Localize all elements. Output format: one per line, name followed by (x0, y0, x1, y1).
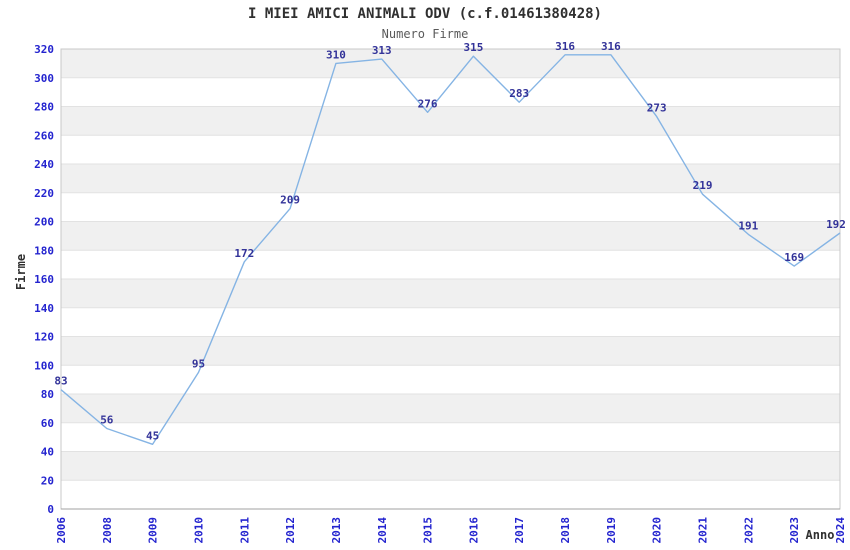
x-tick-label: 2020 (651, 517, 664, 544)
y-tick-label: 260 (34, 129, 54, 142)
data-label: 95 (192, 357, 205, 370)
data-label: 316 (601, 40, 621, 53)
x-tick-label: 2019 (605, 517, 618, 544)
plot-band (61, 422, 840, 452)
y-tick-label: 140 (34, 302, 54, 315)
plot-band (61, 307, 840, 337)
y-tick-label: 180 (34, 244, 54, 257)
x-tick-label: 2009 (147, 517, 160, 544)
x-tick-label: 2006 (55, 517, 68, 544)
data-label: 45 (146, 429, 159, 442)
x-tick-label: 2023 (788, 517, 801, 544)
data-label: 191 (738, 219, 758, 232)
y-tick-label: 60 (41, 417, 54, 430)
x-tick-label: 2015 (422, 517, 435, 544)
y-tick-label: 200 (34, 216, 54, 229)
plot-band (61, 394, 840, 423)
plot-band (61, 49, 840, 78)
x-tick-label: 2008 (101, 517, 114, 544)
x-tick-label: 2022 (742, 517, 755, 544)
plot-band (61, 279, 840, 308)
y-tick-label: 240 (34, 158, 54, 171)
y-tick-label: 280 (34, 101, 54, 114)
x-tick-label: 2010 (192, 517, 205, 544)
y-tick-label: 320 (34, 43, 54, 56)
chart-title: I MIEI AMICI ANIMALI ODV (c.f.0146138042… (247, 6, 602, 22)
y-tick-label: 0 (47, 503, 54, 516)
x-tick-label: 2014 (376, 517, 389, 544)
x-tick-label: 2017 (513, 517, 526, 544)
data-label: 209 (280, 194, 300, 207)
data-label: 315 (463, 41, 483, 54)
plot-band (61, 164, 840, 193)
data-label: 310 (326, 48, 346, 61)
data-label: 192 (826, 218, 846, 231)
y-tick-label: 20 (41, 474, 54, 487)
y-tick-label: 100 (34, 359, 54, 372)
y-tick-label: 300 (34, 72, 54, 85)
chart-subtitle: Numero Firme (381, 27, 469, 41)
plot-band (61, 336, 840, 366)
plot-band (61, 451, 840, 481)
data-label: 316 (555, 40, 575, 53)
x-tick-label: 2018 (559, 517, 572, 544)
plot-band (61, 192, 840, 222)
x-tick-label: 2016 (467, 517, 480, 544)
plot-band (61, 250, 840, 279)
y-tick-label: 220 (34, 187, 54, 200)
data-label: 219 (693, 179, 713, 192)
data-label: 172 (234, 247, 254, 260)
y-tick-label: 80 (41, 388, 54, 401)
data-line (60, 54, 841, 445)
x-tick-label: 2013 (330, 517, 343, 544)
y-tick-label: 120 (34, 331, 54, 344)
y-tick-label: 160 (34, 273, 54, 286)
x-tick-label: 2012 (284, 517, 297, 544)
data-label: 56 (100, 414, 114, 427)
plot-band (61, 480, 840, 509)
x-tick-label: 2021 (697, 517, 710, 544)
data-label: 276 (418, 97, 438, 110)
plot-band (61, 77, 840, 107)
data-label: 313 (372, 44, 392, 57)
plot-band (61, 106, 840, 136)
plot-band (61, 221, 840, 251)
data-label: 283 (509, 87, 529, 100)
x-tick-label: 2011 (238, 517, 251, 544)
data-label: 83 (54, 375, 67, 388)
plot-band (61, 135, 840, 164)
data-label: 169 (784, 251, 804, 264)
data-label: 273 (647, 102, 667, 115)
x-tick-label: 2024 (834, 517, 847, 544)
plot-band (61, 365, 840, 394)
y-tick-label: 40 (41, 446, 54, 459)
x-axis-title: Anno (805, 528, 835, 542)
